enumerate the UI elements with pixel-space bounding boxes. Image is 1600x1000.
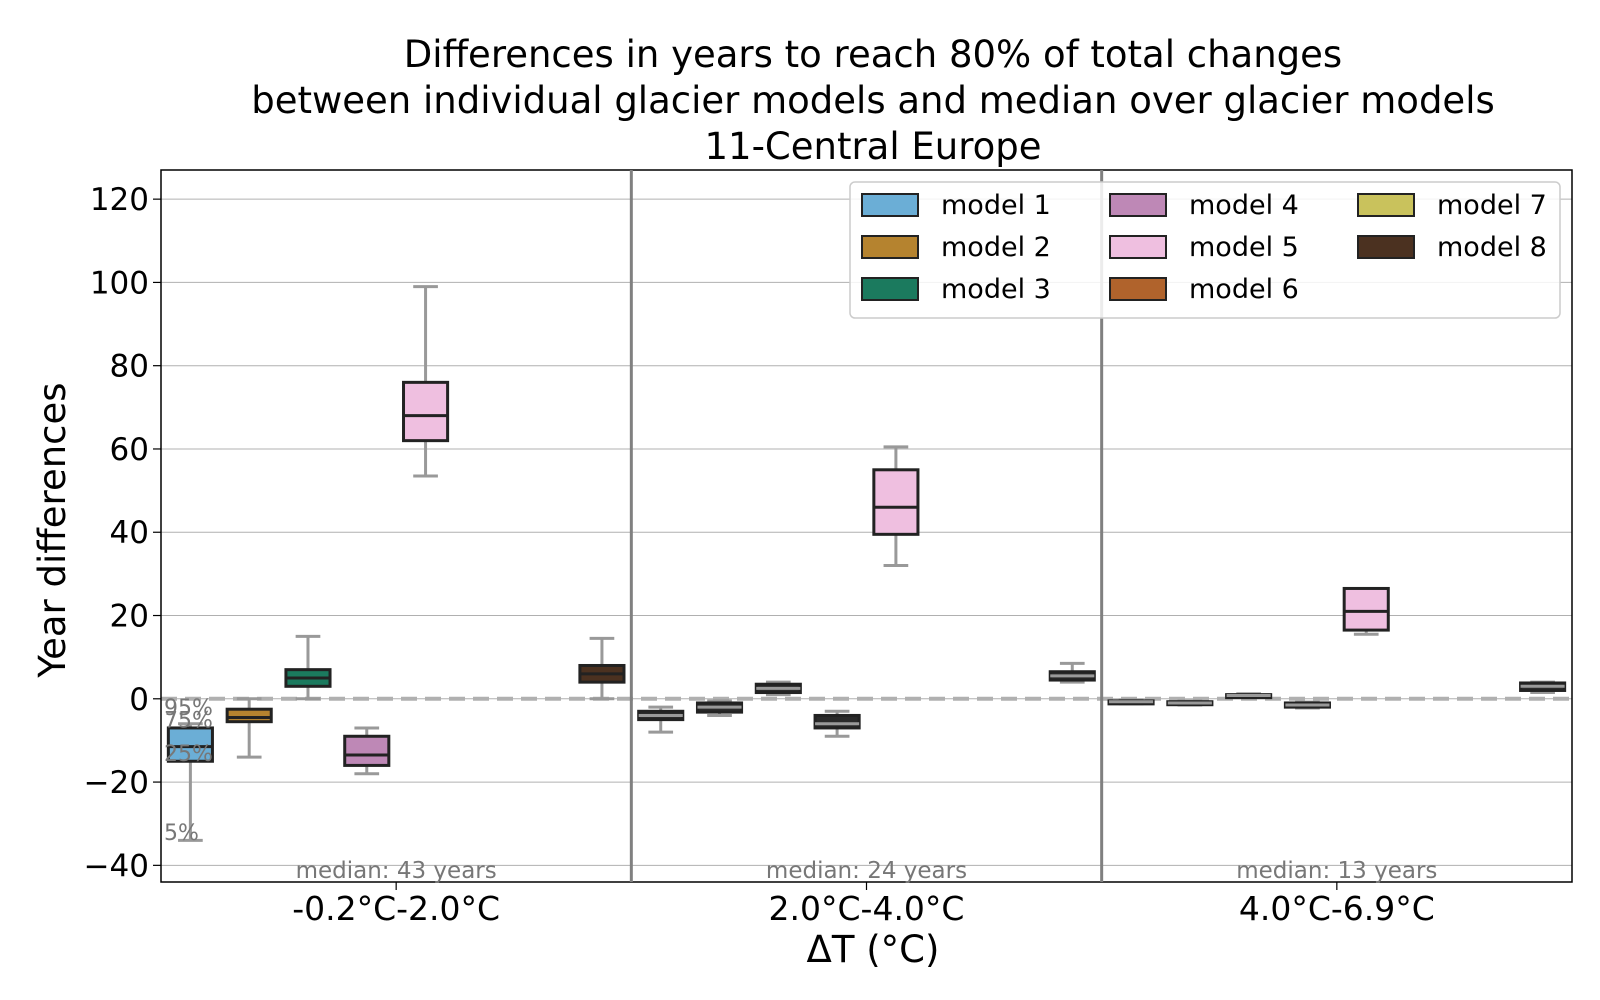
legend-label: model 7: [1437, 190, 1547, 221]
percentile-label: 75%: [164, 709, 213, 734]
y-tick-label: 100: [90, 265, 149, 301]
y-axis-ticks: −40 −20 0 20 40 60 80 100 120: [84, 182, 161, 884]
legend-label: model 1: [941, 190, 1051, 221]
legend-label: model 3: [941, 274, 1051, 305]
legend-label: model 2: [941, 232, 1051, 263]
box-model-1-group-1: [166, 722, 214, 842]
box-model-3-group-1: [284, 634, 332, 701]
y-tick-label: 120: [90, 182, 149, 218]
legend-swatch: [861, 235, 919, 259]
box-plots: [166, 285, 1567, 842]
legend-label: model 5: [1189, 232, 1299, 263]
percentile-label: 95%: [164, 696, 213, 721]
box-body: [343, 734, 391, 767]
box-model-3-group-3: [1225, 692, 1273, 700]
percentile-label: 5%: [164, 821, 199, 846]
percentile-label: 25%: [164, 742, 213, 767]
box-model-2-group-1: [225, 697, 273, 759]
chart-title-line-1: Differences in years to reach 80% of tot…: [404, 33, 1342, 76]
legend: model 1 model 2 model 3 model 4 model 5 model…: [849, 181, 1561, 319]
box-model-1-group-3: [1107, 698, 1155, 706]
box-model-2-group-3: [1166, 699, 1214, 707]
y-tick-label: 20: [110, 599, 149, 635]
legend-swatch: [1357, 193, 1415, 217]
box-model-4-group-2: [813, 709, 861, 738]
box-model-5-group-2: [872, 445, 920, 568]
box-model-4-group-1: [343, 726, 391, 776]
group-median-text: median: 24 years: [766, 858, 967, 884]
box-model-8-group-3: [1519, 680, 1567, 695]
box-body: [872, 468, 920, 536]
y-tick-label: −40: [84, 848, 149, 884]
group-median-text: median: 13 years: [1236, 858, 1437, 884]
group-labels: median: 43 years -0.2°C-2.0°C median: 24 y…: [292, 858, 1437, 928]
legend-swatch: [1109, 277, 1167, 301]
chart-title-line-2: between individual glacier models and me…: [251, 79, 1495, 122]
y-tick-label: −20: [84, 765, 149, 801]
box-model-5-group-3: [1342, 586, 1390, 636]
y-axis-label: Year differences: [31, 382, 74, 678]
box-model-1-group-2: [637, 705, 685, 734]
box-model-3-group-2: [754, 680, 802, 697]
legend-label: model 6: [1189, 274, 1299, 305]
y-tick-label: 40: [110, 515, 149, 551]
y-tick-label: 60: [110, 432, 149, 468]
legend-swatch: [1109, 235, 1167, 259]
legend-label: model 4: [1189, 190, 1299, 221]
group-label: 2.0°C-4.0°C: [769, 889, 965, 928]
x-axis-label: ΔT (°C): [807, 928, 940, 971]
group-label: -0.2°C-2.0°C: [292, 889, 500, 928]
box-body: [402, 380, 450, 443]
percentile-labels: 95%75% 25% 5%: [164, 696, 213, 846]
legend-swatch: [861, 277, 919, 301]
box-body: [813, 713, 861, 730]
legend-label: model 8: [1437, 232, 1547, 263]
box-model-5-group-1: [402, 285, 450, 478]
y-tick-label: 80: [110, 349, 149, 385]
group-median-text: median: 43 years: [296, 858, 497, 884]
group-label: 4.0°C-6.9°C: [1239, 889, 1435, 928]
legend-swatch: [861, 193, 919, 217]
box-body: [166, 726, 214, 763]
legend-swatch: [1357, 235, 1415, 259]
box-model-8-group-2: [1048, 661, 1096, 684]
y-tick-label: 0: [129, 682, 149, 718]
box-body: [225, 707, 273, 724]
box-model-8-group-1: [578, 636, 626, 701]
box-model-4-group-3: [1283, 700, 1331, 710]
legend-swatch: [1109, 193, 1167, 217]
chart-title-line-3: 11-Central Europe: [704, 125, 1041, 168]
box-body: [1342, 586, 1390, 632]
box-model-2-group-2: [695, 699, 744, 717]
